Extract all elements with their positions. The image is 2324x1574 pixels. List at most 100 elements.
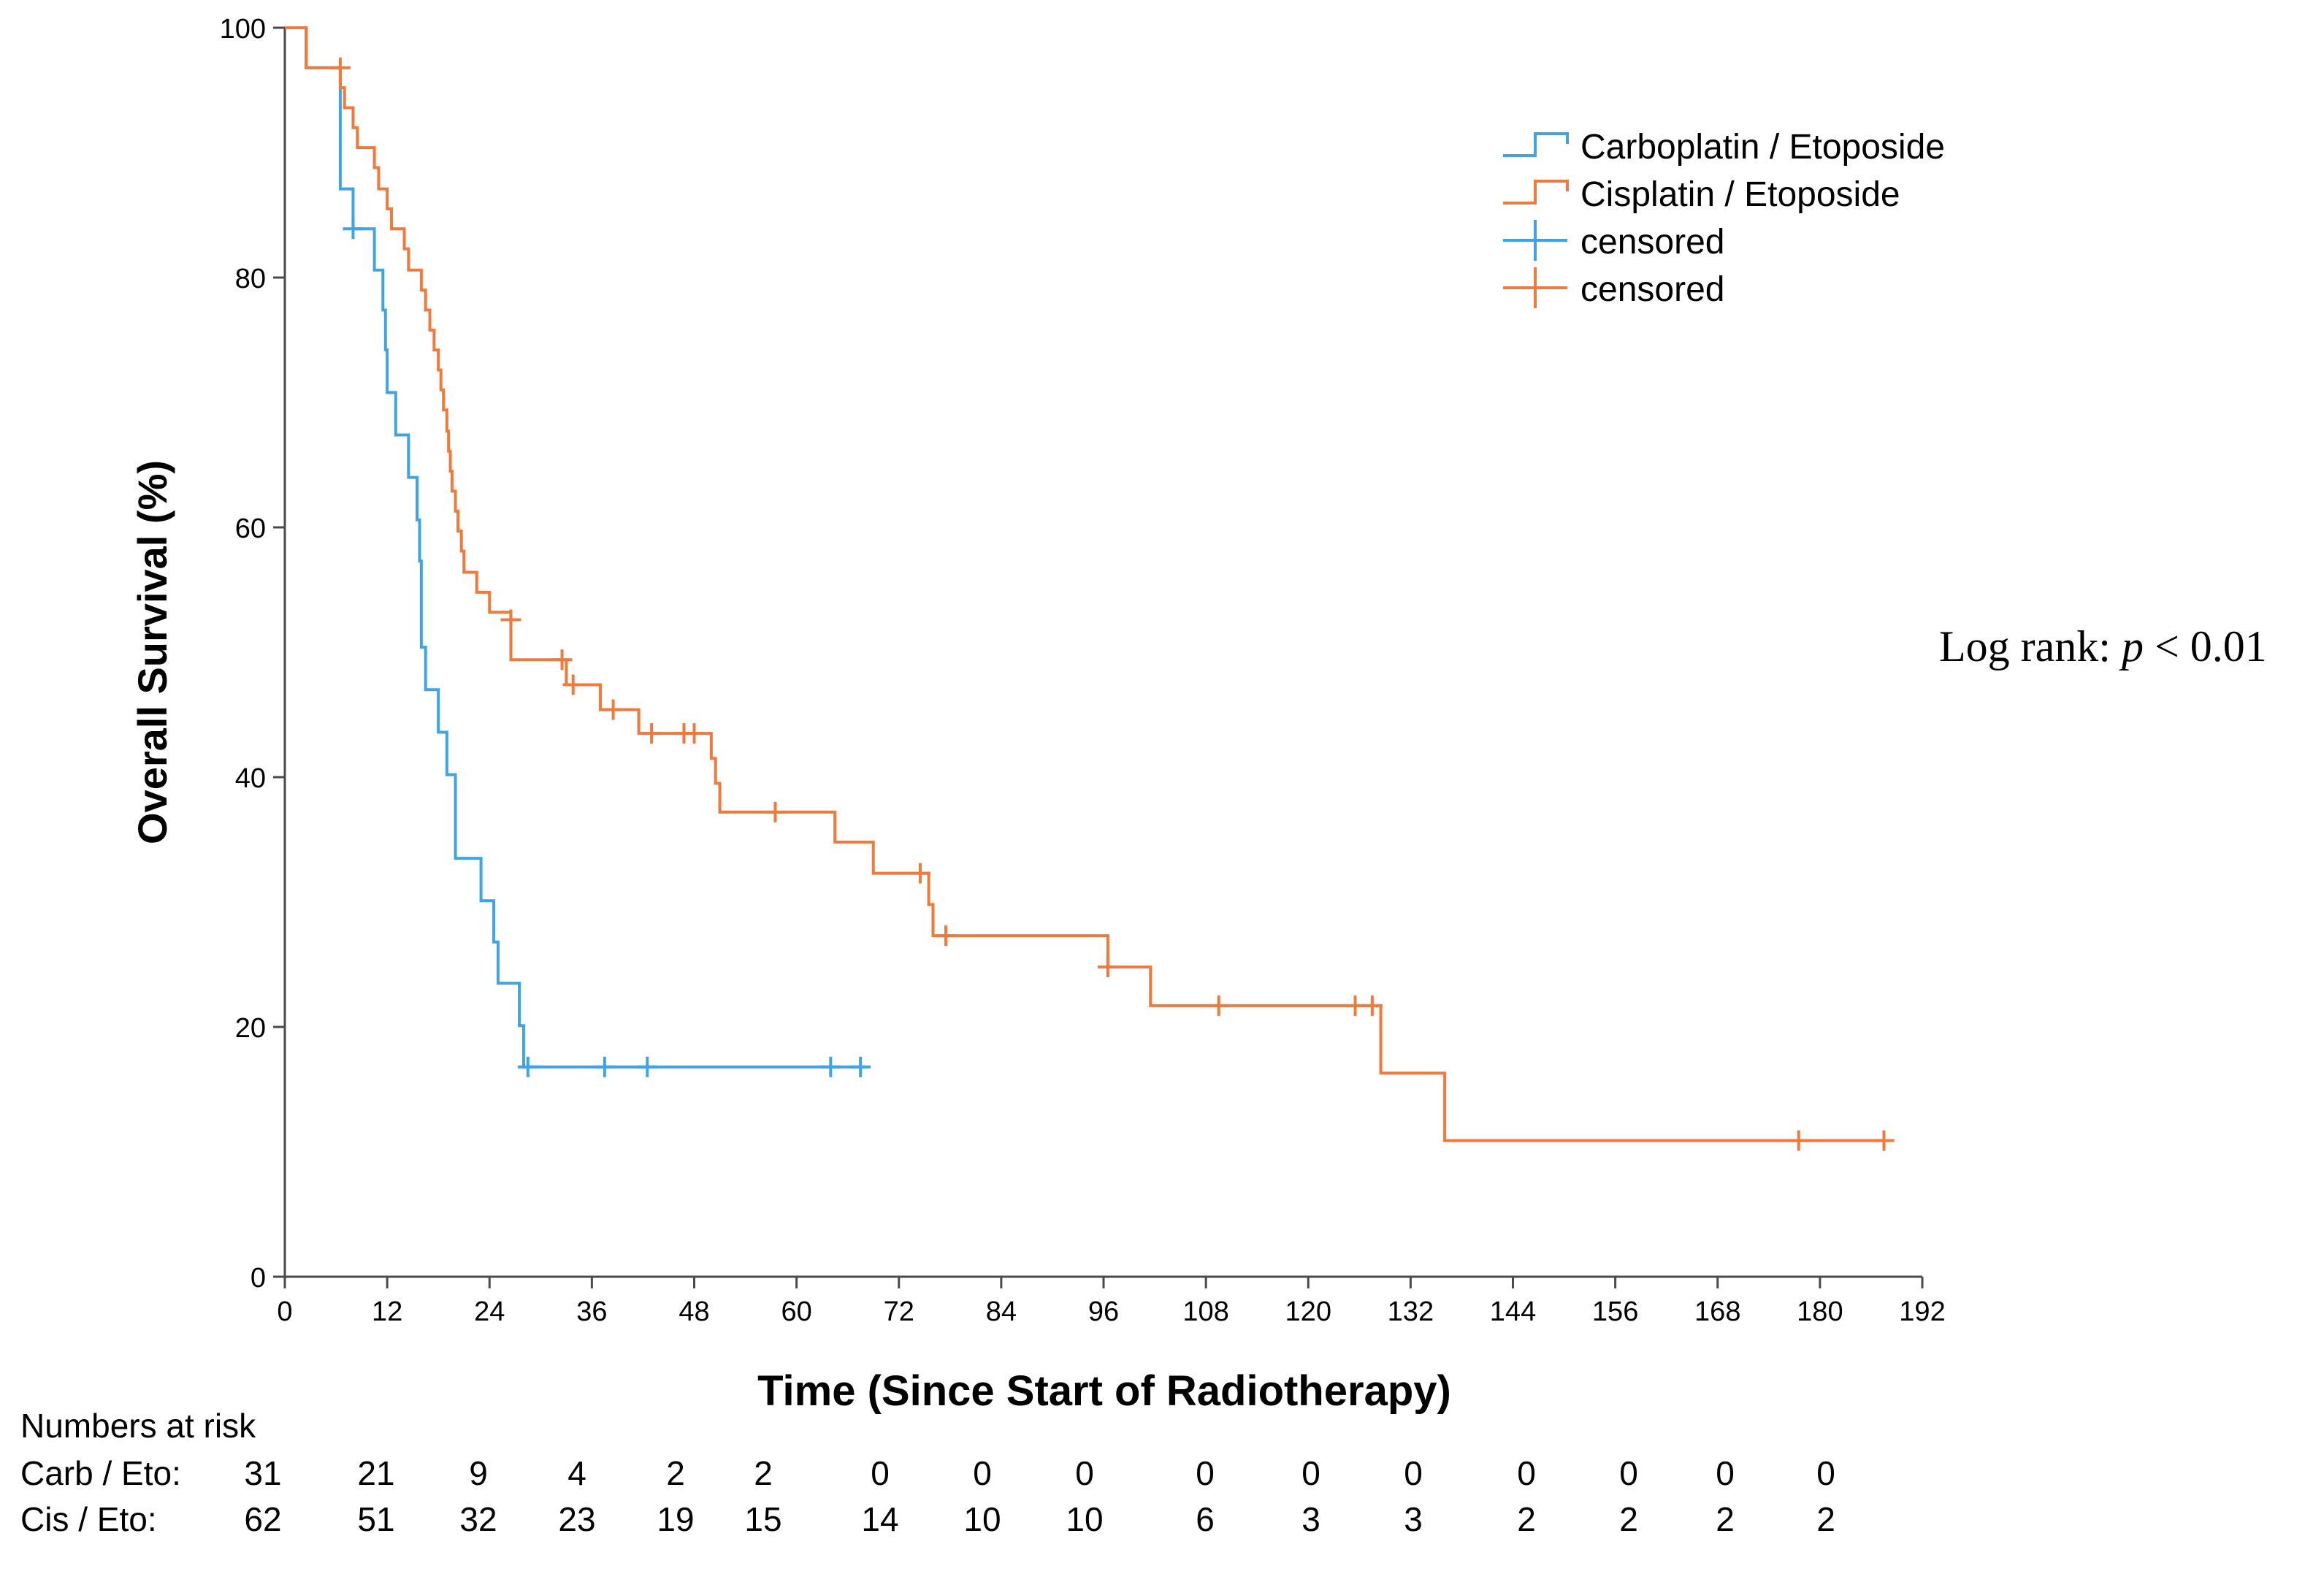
censor-mark (329, 57, 351, 78)
at-risk-value: 2 (1716, 1500, 1735, 1538)
at-risk-value: 10 (1066, 1500, 1103, 1538)
at-risk-value: 0 (973, 1454, 992, 1492)
at-risk-value: 21 (357, 1454, 394, 1492)
at-risk-value: 2 (1517, 1500, 1536, 1538)
at-risk-value: 0 (1196, 1454, 1215, 1492)
survival-curves (285, 26, 1895, 1151)
at-risk-value: 32 (459, 1500, 497, 1538)
at-risk-value: 2 (754, 1454, 773, 1492)
at-risk-value: 19 (657, 1500, 694, 1538)
legend-label: censored (1580, 223, 1724, 261)
x-tick-label: 12 (372, 1296, 402, 1327)
at-risk-value: 15 (744, 1500, 781, 1538)
censor-mark (343, 218, 364, 240)
x-tick-label: 96 (1088, 1296, 1119, 1327)
censor-mark (641, 723, 662, 744)
at-risk-value: 0 (1816, 1454, 1835, 1492)
at-risk-value: 62 (244, 1500, 281, 1538)
x-tick-label: 192 (1899, 1296, 1945, 1327)
at-risk-value: 2 (666, 1454, 685, 1492)
censor-mark (765, 801, 786, 822)
censor-mark (1788, 1130, 1809, 1151)
x-tick-label: 60 (781, 1296, 811, 1327)
censor-mark (820, 1056, 841, 1077)
at-risk-row-label: Carb / Eto: (20, 1454, 181, 1492)
x-tick-label: 108 (1182, 1296, 1228, 1327)
at-risk-value: 2 (1619, 1500, 1638, 1538)
x-tick-label: 72 (884, 1296, 914, 1327)
censor-mark (1873, 1130, 1895, 1151)
x-tick-label: 48 (679, 1296, 709, 1327)
at-risk-row-label: Cis / Eto: (20, 1500, 157, 1538)
censor-mark (594, 1056, 615, 1077)
at-risk-value: 0 (1404, 1454, 1423, 1492)
at-risk-value: 2 (1816, 1500, 1835, 1538)
at-risk-value: 31 (244, 1454, 281, 1492)
series-line-cisplatin (285, 26, 1884, 1142)
legend-label: Carboplatin / Etoposide (1580, 128, 1945, 167)
censor-mark (500, 609, 521, 630)
x-tick-label: 156 (1592, 1296, 1638, 1327)
legend-label: Cisplatin / Etoposide (1580, 175, 1900, 214)
x-tick-label: 120 (1285, 1296, 1331, 1327)
log-rank-annotation: Log rank: p < 0.01 (1939, 622, 2267, 671)
y-tick-label: 60 (235, 513, 266, 544)
log-rank-p: p (2119, 622, 2144, 671)
at-risk-value: 4 (567, 1454, 586, 1492)
at-risk-value: 9 (469, 1454, 488, 1492)
y-tick-label: 80 (235, 264, 266, 294)
y-tick-label: 20 (235, 1013, 266, 1044)
legend-label: censored (1580, 270, 1724, 309)
log-rank-suffix: < 0.01 (2144, 622, 2267, 671)
at-risk-value: 6 (1196, 1500, 1215, 1538)
numbers-at-risk-table: Numbers at risk Carb / Eto: 31 21 9 4 2 2 0 0 0 0 0… (20, 1407, 1835, 1538)
x-tick-label: 84 (986, 1296, 1017, 1327)
censor-mark (603, 699, 624, 720)
censor-mark (909, 863, 930, 884)
series-line-carboplatin (285, 26, 865, 1069)
legend: Carboplatin / Etoposide Cisplatin / Etopo… (1503, 128, 1945, 309)
at-risk-value: 3 (1404, 1500, 1423, 1538)
legend-line-swatch (1503, 132, 1569, 157)
at-risk-value: 10 (963, 1500, 1001, 1538)
at-risk-value: 14 (861, 1500, 898, 1538)
at-risk-value: 0 (1619, 1454, 1638, 1492)
censor-mark (637, 1056, 658, 1077)
x-tick-label: 144 (1490, 1296, 1536, 1327)
censor-mark (935, 925, 956, 947)
at-risk-value: 0 (1517, 1454, 1536, 1492)
at-risk-value: 23 (558, 1500, 595, 1538)
at-risk-value: 0 (1075, 1454, 1094, 1492)
x-tick-label: 0 (277, 1296, 292, 1327)
at-risk-value: 0 (1716, 1454, 1735, 1492)
x-tick-label: 168 (1694, 1296, 1740, 1327)
y-tick-label: 40 (235, 763, 266, 794)
censor-mark (1208, 995, 1229, 1016)
y-axis-ticks: 0 20 40 60 80 100 (220, 14, 285, 1294)
censor-mark (562, 674, 584, 695)
censor-mark (1361, 995, 1383, 1016)
y-axis-label: Overall Survival (%) (129, 460, 175, 844)
x-axis-ticks: 0 12 24 36 48 60 72 84 96 108 120 132 144 156 168 180 19… (277, 1277, 1946, 1327)
at-risk-value: 3 (1301, 1500, 1320, 1538)
x-tick-label: 132 (1388, 1296, 1434, 1327)
censor-mark (684, 723, 705, 744)
at-risk-value: 0 (1301, 1454, 1320, 1492)
y-tick-label: 0 (251, 1263, 266, 1294)
numbers-at-risk-title: Numbers at risk (20, 1407, 256, 1445)
x-tick-label: 24 (474, 1296, 505, 1327)
log-rank-prefix: Log rank: (1939, 622, 2122, 671)
legend-censor-swatch (1503, 220, 1567, 261)
censor-mark (517, 1056, 538, 1077)
legend-line-swatch (1503, 180, 1569, 205)
y-tick-label: 100 (220, 14, 266, 45)
censor-mark (1097, 956, 1118, 977)
censor-mark (850, 1056, 871, 1077)
x-axis-label: Time (Since Start of Radiotherapy) (757, 1367, 1451, 1415)
censor-mark (1345, 995, 1366, 1016)
plot-area: 0 20 40 60 80 100 0 12 24 36 48 60 72 84 96 108 120 132 1… (220, 14, 1946, 1327)
x-tick-label: 180 (1797, 1296, 1843, 1327)
legend-censor-swatch (1503, 267, 1567, 308)
at-risk-value: 0 (871, 1454, 890, 1492)
